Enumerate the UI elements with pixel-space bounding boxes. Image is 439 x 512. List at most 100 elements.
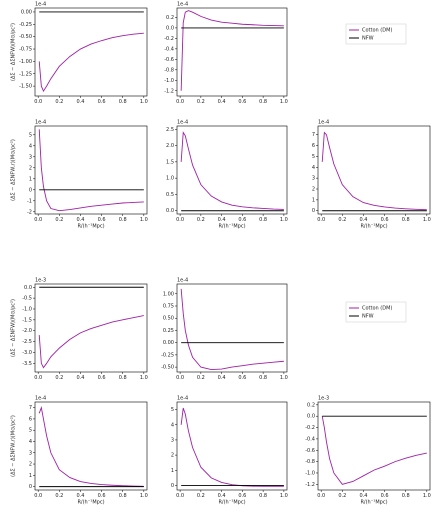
y-tick-label: -0.2 <box>164 36 174 42</box>
plot-frame <box>34 283 148 373</box>
y-tick-label: 3 <box>29 154 32 160</box>
y-tick-label: 4 <box>312 165 315 171</box>
y-tick-label: 0.0 <box>24 285 32 291</box>
x-tick-label: 0.8 <box>119 217 127 223</box>
y-tick-label: 2 <box>29 165 32 171</box>
y-tick-label: 2.0 <box>166 143 174 149</box>
y-tick-label: -0.5 <box>22 296 32 302</box>
y-tick-label: 0.0 <box>307 414 315 420</box>
y-tick-label: -1.0 <box>22 306 32 312</box>
x-tick-label: 1.0 <box>140 493 148 499</box>
y-tick-label: 1 <box>171 468 174 474</box>
y-tick-label: 0 <box>29 187 32 193</box>
y-tick-label: 0.0 <box>166 25 174 31</box>
y-tick-label: 0 <box>312 208 315 214</box>
y-tick-label: -0.25 <box>161 352 174 358</box>
x-tick-label: 0.4 <box>76 493 84 499</box>
y-tick-label: 0 <box>29 484 32 490</box>
y-tick-label: 2 <box>29 462 32 468</box>
y-tick-label: 5 <box>29 428 32 434</box>
y-tick-label: -3.0 <box>22 350 32 356</box>
plot-frame <box>176 283 288 373</box>
y-tick-label: -1.00 <box>19 59 32 65</box>
line-series <box>38 129 144 212</box>
y-axis-label: (ΔΣ − ΔΣNFW)(M⊙/pc²) <box>11 23 17 81</box>
x-tick-label: 0.8 <box>119 493 127 499</box>
x-tick-label: 0.6 <box>98 217 106 223</box>
y-tick-label: 2.5 <box>166 127 174 133</box>
x-tick-label: 0.0 <box>34 493 42 499</box>
x-tick-label: 0.6 <box>98 493 106 499</box>
x-tick-label: 0.8 <box>119 375 127 381</box>
x-tick-label: 0.6 <box>381 217 389 223</box>
y-tick-label: -0.50 <box>19 34 32 40</box>
y-tick-label: -0.6 <box>164 57 174 63</box>
offset-label: 1e-4 <box>177 396 188 402</box>
plot-frame <box>34 125 148 215</box>
y-tick-label: 5 <box>312 154 315 160</box>
x-tick-label: 0.6 <box>98 99 106 105</box>
y-tick-label: -0.6 <box>305 448 315 454</box>
x-tick-label: 0.0 <box>34 217 42 223</box>
y-tick-label: 3 <box>171 437 174 443</box>
x-tick-label: 0.6 <box>98 375 106 381</box>
y-tick-label: 0.50 <box>163 316 174 322</box>
plot-frame <box>317 401 431 491</box>
y-axis-label: (ΔΣ − ΔΣNFW)(M⊙/pc²) <box>11 299 17 357</box>
x-tick-label: 1.0 <box>140 217 148 223</box>
x-tick-label: 0.6 <box>238 217 246 223</box>
y-tick-label: 7 <box>29 405 32 411</box>
x-tick-label: 0.4 <box>218 493 226 499</box>
line-series <box>321 131 427 211</box>
x-axis-label: R/(h⁻¹Mpc) <box>218 224 245 230</box>
x-axis-label: R/(h⁻¹Mpc) <box>218 500 245 506</box>
x-tick-label: 0.4 <box>359 493 367 499</box>
y-tick-label: -2.5 <box>22 339 32 345</box>
x-tick-label: 0.8 <box>259 493 267 499</box>
y-tick-label: 0.2 <box>166 15 174 21</box>
line-series <box>180 288 284 371</box>
y-tick-label: 0.75 <box>163 304 174 310</box>
y-tick-label: 4 <box>29 439 32 445</box>
x-tick-label: 0.2 <box>55 217 63 223</box>
x-tick-label: 1.0 <box>423 493 431 499</box>
line-series <box>38 315 144 369</box>
offset-label: 1e-3 <box>35 278 46 284</box>
offset-label: 1e-4 <box>177 278 188 284</box>
line-series <box>38 405 144 487</box>
x-tick-label: 0.2 <box>338 493 346 499</box>
y-tick-label: 1 <box>312 197 315 203</box>
x-tick-label: 0.4 <box>76 375 84 381</box>
x-tick-label: 0.0 <box>176 99 184 105</box>
x-tick-label: 0.4 <box>76 217 84 223</box>
x-tick-label: 0.6 <box>238 493 246 499</box>
line-series <box>38 32 144 93</box>
y-tick-label: 0.5 <box>166 192 174 198</box>
x-tick-label: 0.8 <box>259 375 267 381</box>
offset-label: 1e-4 <box>35 120 46 126</box>
legend-label: NFW <box>362 36 374 42</box>
y-tick-label: 1.00 <box>163 291 174 297</box>
y-tick-label: -1.2 <box>305 482 315 488</box>
x-tick-label: 1.0 <box>280 99 288 105</box>
legend-box <box>345 23 407 45</box>
offset-label: 1e-4 <box>35 396 46 402</box>
x-tick-label: 0.0 <box>317 217 325 223</box>
y-tick-label: 0.00 <box>163 340 174 346</box>
x-tick-label: 0.2 <box>197 375 205 381</box>
y-tick-label: 2 <box>171 453 174 459</box>
plot-frame <box>34 401 148 491</box>
x-tick-label: 0.0 <box>34 99 42 105</box>
x-tick-label: 0.4 <box>359 217 367 223</box>
y-tick-label: -1.5 <box>22 317 32 323</box>
y-axis-label: (ΔΣ − ΔΣNFW,r)(M⊙/pc²) <box>11 139 17 201</box>
y-tick-label: 4 <box>29 143 32 149</box>
offset-label: 1e-4 <box>35 2 46 8</box>
x-tick-label: 0.6 <box>381 493 389 499</box>
y-tick-label: 3 <box>312 176 315 182</box>
line-series <box>321 416 427 485</box>
y-tick-label: 0.00 <box>21 9 32 15</box>
y-tick-label: -1.0 <box>164 78 174 84</box>
x-tick-label: 0.8 <box>402 217 410 223</box>
plot-frame <box>176 7 288 97</box>
